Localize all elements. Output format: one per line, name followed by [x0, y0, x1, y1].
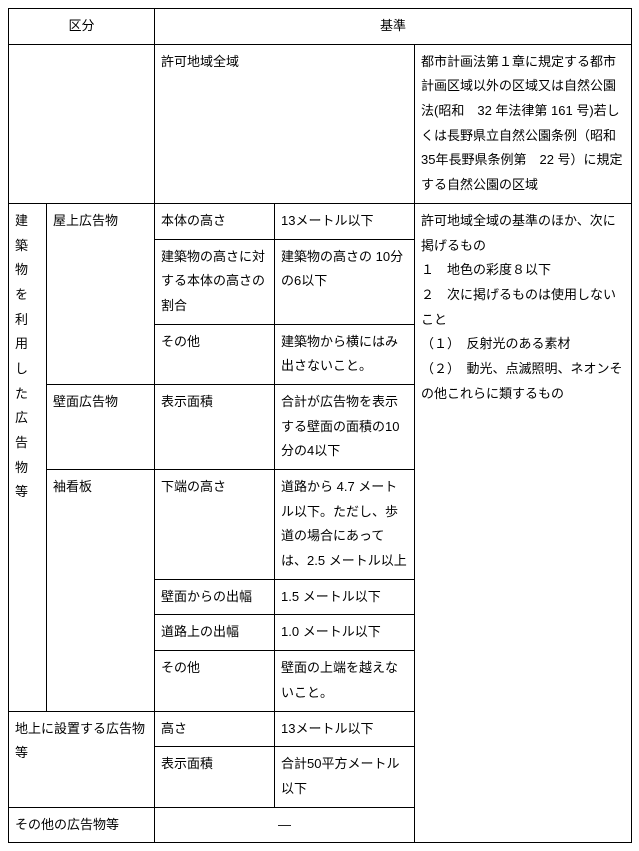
sode-r2d: 1.5 メートル以下 [275, 579, 415, 615]
okugai-r1d: 13メートル以下 [275, 203, 415, 239]
permit-area-row: 許可地域全域 都市計画法第１章に規定する都市計画区域以外の区域又は自然公園法(昭… [9, 44, 632, 203]
hekimen-label: 壁面広告物 [47, 384, 155, 469]
group2-label: 地上に設置する広告物等 [9, 711, 155, 807]
group3-label: その他の広告物等 [9, 807, 155, 843]
sode-label: 袖看板 [47, 470, 155, 712]
sode-r1d: 道路から 4.7 メートル以下。ただし、歩道の場合にあっては、2.5 メートル以… [275, 470, 415, 580]
ground-r2d: 合計50平方メートル以下 [275, 747, 415, 807]
header-standard: 基準 [155, 9, 632, 45]
sode-r4d: 壁面の上端を越えないこと。 [275, 651, 415, 711]
group3-dash: ― [155, 807, 415, 843]
empty-cell [9, 44, 155, 203]
permit-area-desc: 都市計画法第１章に規定する都市計画区域以外の区域又は自然公園法(昭和 32 年法… [415, 44, 632, 203]
group1-label: 建築物を利用した広告物等 [9, 203, 47, 711]
okugai-r1c: 本体の高さ [155, 203, 275, 239]
ground-r1d: 13メートル以下 [275, 711, 415, 747]
okugai-r2c: 建築物の高さに対する本体の高さの割合 [155, 239, 275, 324]
sode-r3c: 道路上の出幅 [155, 615, 275, 651]
ground-r2c: 表示面積 [155, 747, 275, 807]
standards-table: 区分 基準 許可地域全域 都市計画法第１章に規定する都市計画区域以外の区域又は自… [8, 8, 632, 843]
permit-area-label: 許可地域全域 [155, 44, 415, 203]
okugai-label: 屋上広告物 [47, 203, 155, 384]
hekimen-r1c: 表示面積 [155, 384, 275, 469]
sode-r2c: 壁面からの出幅 [155, 579, 275, 615]
group1-right: 許可地域全域の基準のほか、次に掲げるもの １ 地色の彩度８以下 ２ 次に掲げるも… [415, 203, 632, 842]
ground-r1c: 高さ [155, 711, 275, 747]
sode-r1c: 下端の高さ [155, 470, 275, 580]
okugai-row-1: 建築物を利用した広告物等 屋上広告物 本体の高さ 13メートル以下 許可地域全域… [9, 203, 632, 239]
sode-r3d: 1.0 メートル以下 [275, 615, 415, 651]
header-row: 区分 基準 [9, 9, 632, 45]
okugai-r2d: 建築物の高さの 10分の6以下 [275, 239, 415, 324]
sode-r4c: その他 [155, 651, 275, 711]
okugai-r3c: その他 [155, 324, 275, 384]
hekimen-r1d: 合計が広告物を表示する壁面の面積の10分の4以下 [275, 384, 415, 469]
header-category: 区分 [9, 9, 155, 45]
okugai-r3d: 建築物から横にはみ出さないこと。 [275, 324, 415, 384]
